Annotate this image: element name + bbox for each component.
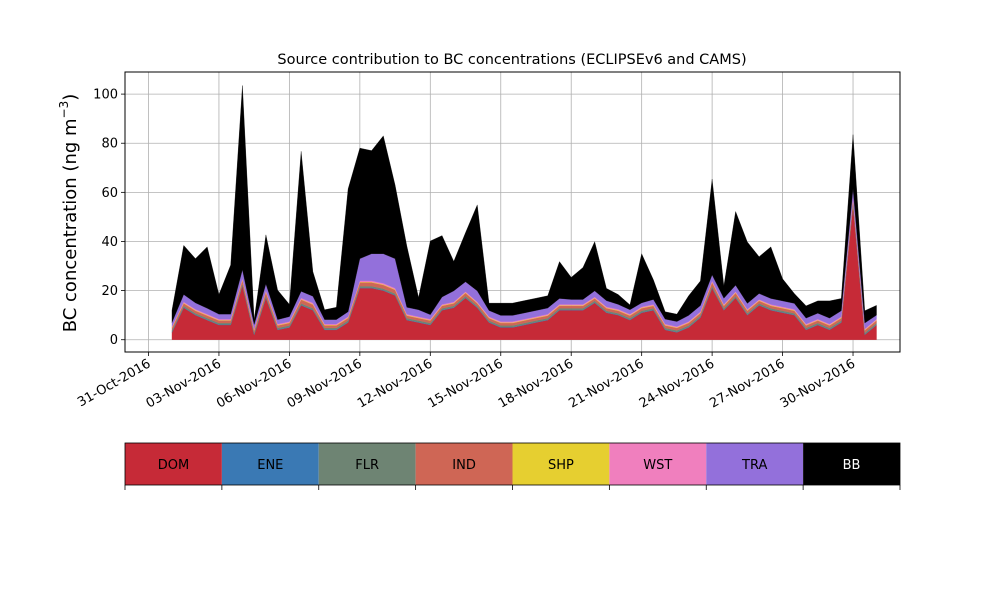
y-axis: 0 20 40 60 80 100 xyxy=(93,88,125,348)
x-tick-label: 21-Nov-2016 xyxy=(566,356,646,411)
legend-label-bb: BB xyxy=(843,458,861,473)
legend-swatch-wst xyxy=(609,443,707,485)
legend-label-wst: WST xyxy=(643,458,672,473)
x-tick-label: 18-Nov-2016 xyxy=(496,356,576,411)
legend-label-flr: FLR xyxy=(355,458,379,473)
y-tick-label: 40 xyxy=(101,235,118,250)
y-tick-label: 0 xyxy=(110,333,118,348)
x-tick-label: 24-Nov-2016 xyxy=(637,356,717,411)
x-tick-label: 06-Nov-2016 xyxy=(214,356,294,411)
legend-label-ind: IND xyxy=(452,458,476,473)
y-tick-label: 80 xyxy=(101,137,118,152)
x-axis: 31-Oct-201603-Nov-201606-Nov-201609-Nov-… xyxy=(75,352,858,411)
legend-swatch-ind xyxy=(415,443,513,485)
legend-label-ene: ENE xyxy=(257,458,283,473)
stacked-areas xyxy=(171,85,877,340)
legend-colorbar: DOM ENE FLR IND SHP WST TRA BB xyxy=(124,442,901,490)
legend-swatch-dom xyxy=(125,443,222,485)
legend-frame xyxy=(124,442,901,486)
x-tick-label: 12-Nov-2016 xyxy=(355,356,435,411)
legend-swatch-tra xyxy=(706,443,804,485)
chart-title: Source contribution to BC concentrations… xyxy=(277,52,746,68)
legend-swatch-shp xyxy=(512,443,610,485)
x-tick-label: 15-Nov-2016 xyxy=(425,356,505,411)
x-tick-label: 31-Oct-2016 xyxy=(75,356,153,410)
legend-swatch-bb xyxy=(803,443,900,485)
legend-label-shp: SHP xyxy=(548,458,574,473)
x-tick-label: 27-Nov-2016 xyxy=(707,356,787,411)
area-bb xyxy=(171,85,877,325)
y-tick-label: 100 xyxy=(93,88,118,103)
plot-frame xyxy=(124,71,901,353)
legend-swatch-flr xyxy=(318,443,416,485)
y-tick-label: 20 xyxy=(101,284,118,299)
x-tick-label: 03-Nov-2016 xyxy=(144,356,224,411)
x-tick-label: 30-Nov-2016 xyxy=(778,356,858,411)
y-axis-label: BC concentration (ng m−3) xyxy=(57,94,81,333)
legend-label-dom: DOM xyxy=(158,458,189,473)
x-tick-label: 09-Nov-2016 xyxy=(285,356,365,411)
legend-label-tra: TRA xyxy=(741,458,767,473)
y-tick-label: 60 xyxy=(101,186,118,201)
legend-swatch-ene xyxy=(221,443,319,485)
